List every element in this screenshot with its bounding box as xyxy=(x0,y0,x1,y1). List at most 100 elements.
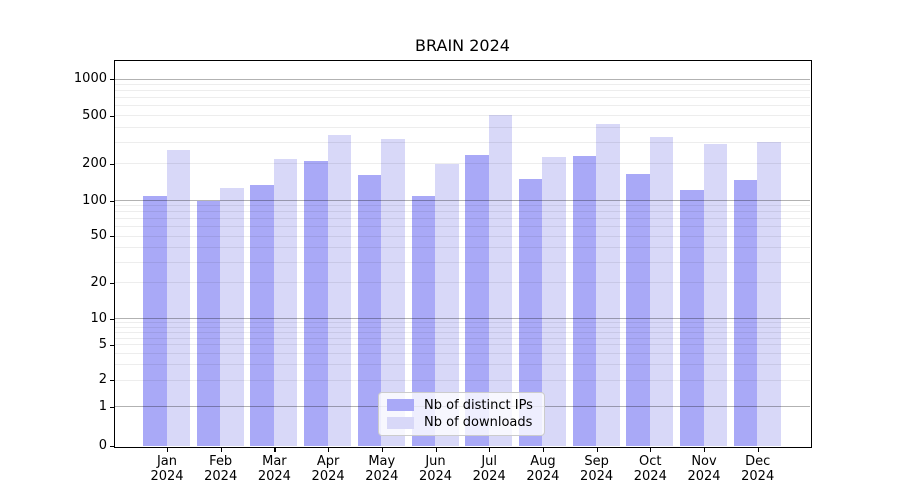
gridline-minor xyxy=(114,322,810,324)
bar-s1-m10 xyxy=(703,143,727,446)
y-tick-label: 500 xyxy=(82,107,107,123)
gridline-minor xyxy=(114,344,810,346)
gridline-minor xyxy=(114,115,810,117)
legend-label-distinct-ips: Nb of distinct IPs xyxy=(424,397,533,413)
bar-s1-m4 xyxy=(381,138,405,446)
gridline-minor xyxy=(114,211,810,213)
x-tick-mark xyxy=(596,448,598,452)
legend-item: Nb of distinct IPs xyxy=(387,398,544,413)
gridline-minor xyxy=(114,84,810,86)
gridline-minor xyxy=(114,353,810,355)
plot-area xyxy=(113,59,812,448)
y-tick-mark xyxy=(110,200,114,202)
gridline-minor xyxy=(114,142,810,144)
x-tick-mark xyxy=(220,448,222,452)
bar-s0-m4 xyxy=(357,175,382,446)
y-tick-label: 100 xyxy=(82,192,107,208)
y-tick-mark xyxy=(110,318,114,320)
y-tick-mark xyxy=(110,406,114,408)
x-tick-label: Sep 2024 xyxy=(580,453,614,484)
x-tick-mark xyxy=(274,448,276,452)
x-tick-label: Nov 2024 xyxy=(687,453,721,484)
gridline-minor xyxy=(114,379,810,381)
x-tick-mark xyxy=(489,448,491,452)
y-tick-label: 20 xyxy=(90,274,107,290)
bar-s1-m7 xyxy=(542,156,566,446)
legend-swatch-distinct-ips xyxy=(387,399,414,412)
y-tick-label: 1 xyxy=(98,398,107,414)
gridline-minor xyxy=(114,364,810,365)
y-tick-label: 2 xyxy=(98,372,107,387)
chart-title: BRAIN 2024 xyxy=(415,36,510,55)
gridline-minor xyxy=(114,282,810,284)
bar-s0-m0 xyxy=(143,195,167,446)
y-tick-mark xyxy=(110,344,114,347)
bar-s1-m3 xyxy=(327,135,352,446)
x-tick-mark xyxy=(435,448,437,452)
x-tick-label: Dec 2024 xyxy=(741,453,775,484)
x-tick-mark xyxy=(167,448,169,452)
gridline-minor xyxy=(114,246,810,248)
gridline-major xyxy=(114,318,810,319)
y-tick-mark xyxy=(110,380,114,382)
bar-s1-m0 xyxy=(166,149,190,446)
gridline-minor xyxy=(114,226,810,228)
bar-s1-m8 xyxy=(596,124,620,446)
x-tick-label: Jan 2024 xyxy=(150,453,184,484)
x-tick-label: May 2024 xyxy=(365,453,399,484)
legend: Nb of distinct IPs Nb of downloads xyxy=(378,392,545,436)
bar-s0-m8 xyxy=(572,156,597,446)
gridline-minor xyxy=(114,163,810,165)
gridline-minor xyxy=(114,326,810,328)
gridline-minor xyxy=(114,90,810,92)
legend-item: Nb of downloads xyxy=(387,415,544,430)
bar-s1-m5 xyxy=(435,163,459,446)
legend-label-downloads: Nb of downloads xyxy=(424,415,533,431)
x-tick-label: Aug 2024 xyxy=(526,453,560,484)
y-tick-mark xyxy=(110,445,114,447)
gridline-minor xyxy=(114,205,810,207)
y-tick-mark xyxy=(110,163,114,166)
y-tick-label: 1000 xyxy=(73,71,107,86)
gridline-minor xyxy=(114,218,810,220)
y-tick-label: 0 xyxy=(98,437,107,453)
x-tick-mark xyxy=(650,448,652,452)
bar-s1-m1 xyxy=(220,188,244,446)
bar-s1-m6 xyxy=(488,114,513,446)
gridline-minor xyxy=(114,337,810,339)
y-tick-label: 5 xyxy=(98,336,107,352)
bar-s0-m9 xyxy=(626,173,650,446)
gridline-minor xyxy=(114,331,810,333)
y-tick-mark xyxy=(110,79,114,81)
bar-s0-m2 xyxy=(250,185,274,446)
x-tick-mark xyxy=(704,448,706,452)
y-tick-label: 200 xyxy=(82,155,107,171)
bar-s0-m7 xyxy=(518,179,543,446)
y-tick-label: 10 xyxy=(90,310,107,326)
bar-s0-m6 xyxy=(465,154,489,446)
bar-s1-m9 xyxy=(649,137,674,446)
x-tick-mark xyxy=(757,448,759,452)
bar-s1-m11 xyxy=(757,142,781,446)
x-tick-label: Feb 2024 xyxy=(204,453,238,484)
x-tick-mark xyxy=(542,448,545,452)
gridline-minor xyxy=(114,97,810,99)
bar-s0-m5 xyxy=(411,195,435,446)
x-tick-label: Oct 2024 xyxy=(633,453,667,484)
x-tick-mark xyxy=(381,448,383,452)
x-tick-label: Apr 2024 xyxy=(311,453,345,484)
gridline-major xyxy=(114,78,810,80)
gridline-minor xyxy=(114,126,810,128)
y-tick-mark xyxy=(110,236,114,238)
bar-s0-m11 xyxy=(733,180,758,446)
gridline-minor xyxy=(114,235,810,237)
gridline-minor xyxy=(114,261,810,263)
legend-swatch-downloads xyxy=(387,416,414,429)
bar-s0-m10 xyxy=(680,190,704,446)
y-tick-label: 50 xyxy=(90,228,107,244)
y-tick-mark xyxy=(110,115,114,117)
bar-s1-m2 xyxy=(273,158,298,446)
gridline-major xyxy=(114,200,810,201)
bar-s0-m1 xyxy=(196,201,221,446)
